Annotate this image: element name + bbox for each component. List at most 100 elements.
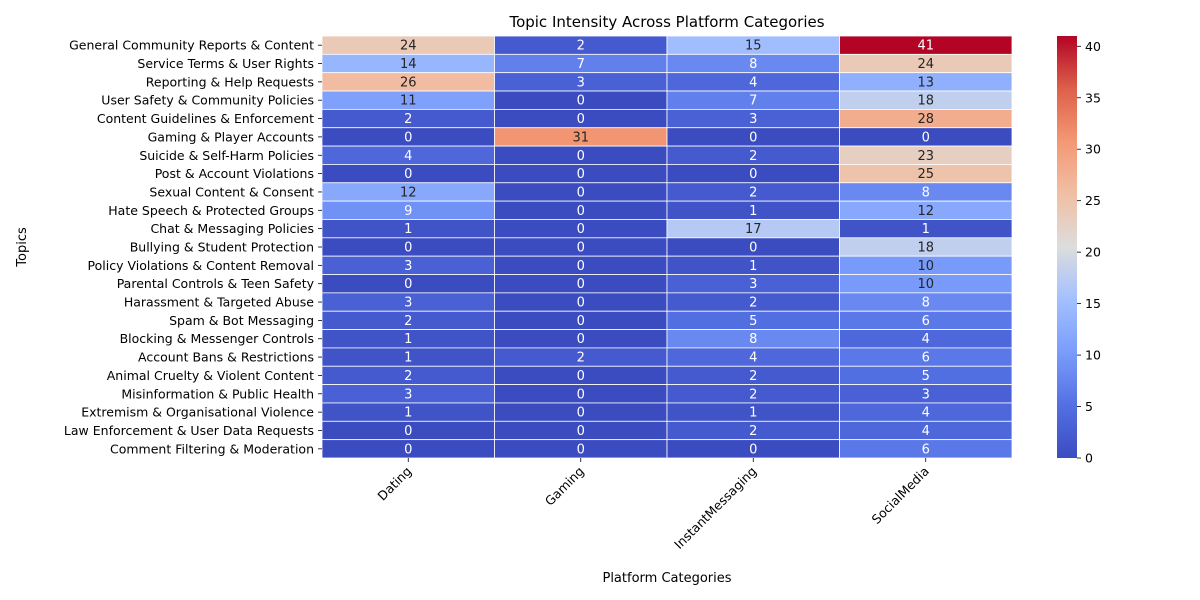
y-axis-label: Topics: [15, 227, 30, 268]
cell-value-label: 14: [400, 57, 417, 72]
cell-value-label: 0: [577, 149, 585, 164]
cell-value-label: 0: [749, 442, 757, 457]
x-tick-label: SocialMedia: [869, 464, 932, 527]
y-tick-label: Account Bans & Restrictions: [138, 350, 314, 365]
cell-value-label: 0: [577, 369, 585, 384]
cell-value-label: 2: [404, 314, 412, 329]
cell-value-label: 2: [577, 39, 585, 54]
cell-value-label: 0: [577, 387, 585, 402]
y-tick-label: Parental Controls & Teen Safety: [117, 276, 315, 291]
cell-value-label: 0: [404, 424, 412, 439]
cell-value-label: 8: [922, 185, 930, 200]
cell-value-label: 0: [577, 442, 585, 457]
cell-value-label: 4: [749, 351, 757, 366]
y-tick-label: Comment Filtering & Moderation: [110, 441, 314, 456]
y-tick-label: Bullying & Student Protection: [130, 240, 314, 255]
cell-value-label: 1: [404, 351, 412, 366]
y-tick-label: Suicide & Self-Harm Policies: [139, 148, 314, 163]
cell-value-label: 6: [922, 351, 930, 366]
cell-value-label: 4: [922, 332, 930, 347]
cell-value-label: 0: [404, 130, 412, 145]
y-tick-label: General Community Reports & Content: [69, 38, 314, 53]
chart-title: Topic Intensity Across Platform Categori…: [508, 13, 824, 31]
cell-value-label: 0: [404, 241, 412, 256]
cell-value-label: 8: [749, 57, 757, 72]
cell-value-label: 3: [922, 387, 930, 402]
cell-value-label: 23: [917, 149, 934, 164]
cell-value-label: 7: [749, 94, 757, 109]
y-tick-label: Law Enforcement & User Data Requests: [64, 423, 314, 438]
y-tick-label: Sexual Content & Consent: [149, 184, 314, 199]
cell-value-label: 2: [404, 369, 412, 384]
cell-value-label: 5: [749, 314, 757, 329]
cell-value-label: 2: [577, 351, 585, 366]
cell-value-label: 3: [577, 75, 585, 90]
cell-value-label: 18: [917, 94, 934, 109]
cell-value-label: 18: [917, 241, 934, 256]
y-tick-label: Spam & Bot Messaging: [169, 313, 314, 328]
cell-value-label: 1: [404, 332, 412, 347]
cell-value-label: 0: [577, 241, 585, 256]
colorbar-tick-label: 40: [1085, 39, 1101, 54]
cell-value-label: 10: [917, 277, 934, 292]
cell-value-label: 0: [577, 406, 585, 421]
cell-value-label: 0: [577, 185, 585, 200]
y-tick-label: Harassment & Targeted Abuse: [124, 295, 314, 310]
y-tick-label: Hate Speech & Protected Groups: [108, 203, 314, 218]
cell-value-label: 8: [749, 332, 757, 347]
y-tick-label: Animal Cruelty & Violent Content: [107, 368, 314, 383]
cell-value-label: 9: [404, 204, 412, 219]
cell-value-label: 11: [400, 94, 417, 109]
cell-value-label: 3: [404, 259, 412, 274]
y-tick-label: Service Terms & User Rights: [137, 56, 314, 71]
cell-value-label: 0: [577, 424, 585, 439]
y-tick-label: Misinformation & Public Health: [121, 386, 314, 401]
cell-value-label: 1: [749, 204, 757, 219]
cell-value-label: 41: [917, 39, 934, 54]
cell-value-label: 25: [917, 167, 934, 182]
cell-value-label: 13: [917, 75, 934, 90]
colorbar-tick-label: 35: [1085, 90, 1101, 105]
cell-value-label: 3: [749, 277, 757, 292]
cell-value-label: 8: [922, 296, 930, 311]
cell-value-label: 1: [749, 259, 757, 274]
cell-value-label: 0: [404, 277, 412, 292]
y-tick-labels: General Community Reports & Content Servi…: [64, 38, 322, 456]
cell-value-label: 0: [922, 130, 930, 145]
cell-value-label: 7: [577, 57, 585, 72]
cell-value-label: 26: [400, 75, 417, 90]
x-tick-label: Gaming: [542, 464, 587, 509]
cell-value-label: 1: [749, 406, 757, 421]
cell-value-label: 2: [749, 369, 757, 384]
cell-value-label: 0: [749, 241, 757, 256]
cell-value-label: 2: [749, 424, 757, 439]
x-tick-label: Dating: [374, 464, 414, 504]
colorbar-tick-label: 20: [1085, 245, 1101, 260]
colorbar-tick-label: 25: [1085, 193, 1101, 208]
y-tick-label: Extremism & Organisational Violence: [81, 405, 314, 420]
cell-value-label: 4: [922, 406, 930, 421]
cell-value-label: 0: [404, 167, 412, 182]
cell-value-label: 6: [922, 314, 930, 329]
y-tick-label: User Safety & Community Policies: [101, 93, 314, 108]
cell-value-label: 3: [404, 296, 412, 311]
cell-value-label: 12: [400, 185, 417, 200]
x-tick-label: InstantMessaging: [671, 464, 759, 552]
cell-value-label: 0: [577, 296, 585, 311]
cell-value-label: 0: [577, 112, 585, 127]
cell-value-label: 2: [749, 387, 757, 402]
cell-value-label: 0: [577, 94, 585, 109]
cell-value-label: 0: [577, 167, 585, 182]
cell-value-label: 2: [749, 149, 757, 164]
cell-value-label: 0: [749, 167, 757, 182]
cell-value-label: 4: [404, 149, 412, 164]
colorbar-tick-label: 0: [1085, 451, 1093, 466]
heatmap-cells: [321, 35, 1013, 459]
cell-value-label: 0: [577, 259, 585, 274]
cell-value-label: 10: [917, 259, 934, 274]
cell-value-label: 1: [404, 406, 412, 421]
cell-value-label: 0: [577, 332, 585, 347]
cell-value-label: 12: [917, 204, 934, 219]
